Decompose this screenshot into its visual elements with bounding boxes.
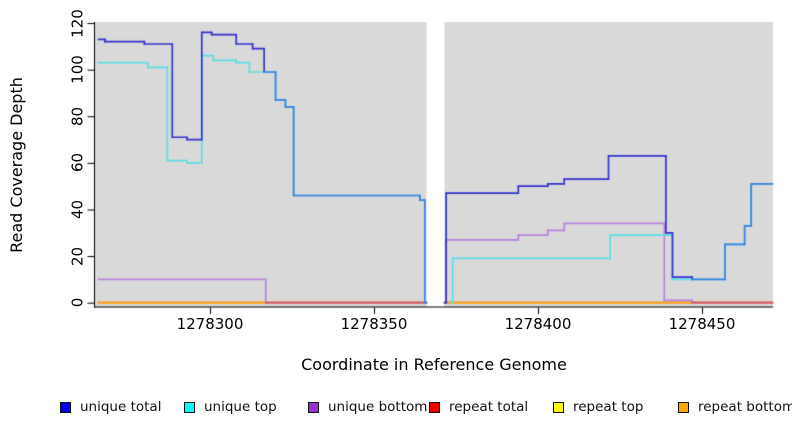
legend-swatch-icon (429, 401, 440, 413)
y-tick-label: 40 (68, 199, 87, 220)
legend-swatch-icon (60, 401, 71, 413)
legend-item: unique total (60, 399, 161, 415)
legend-label: unique total (80, 399, 162, 415)
legend-swatch-icon (308, 401, 319, 413)
y-tick-label: 60 (68, 153, 87, 173)
legend-label: unique bottom (328, 399, 428, 415)
y-tick-label: 20 (68, 246, 87, 266)
y-tick-label: 80 (68, 106, 87, 126)
x-tick-label: 1278400 (504, 315, 572, 333)
legend-label: unique top (204, 399, 277, 415)
legend-label: repeat total (449, 399, 529, 415)
y-axis-label: Read Coverage Depth (7, 77, 26, 253)
legend-item: repeat bottom (678, 399, 792, 415)
legend-item: unique bottom (308, 399, 427, 415)
legend-item: repeat top (553, 399, 643, 415)
x-axis-label: Coordinate in Reference Genome (301, 355, 567, 374)
legend-swatch-icon (553, 401, 564, 413)
y-tick-label: 0 (68, 297, 87, 308)
legend-item: unique top (184, 399, 277, 415)
y-tick-label: 100 (68, 55, 87, 84)
chart-canvas (0, 0, 792, 392)
legend-label: repeat bottom (698, 399, 792, 415)
legend-swatch-icon (678, 401, 689, 413)
x-tick-label: 1278350 (340, 315, 408, 333)
legend-item: repeat total (429, 399, 528, 415)
legend-label: repeat top (573, 399, 644, 415)
x-tick-label: 1278450 (668, 315, 736, 333)
x-tick-label: 1278300 (176, 315, 244, 333)
y-tick-label: 120 (68, 8, 87, 38)
legend-swatch-icon (184, 401, 195, 413)
